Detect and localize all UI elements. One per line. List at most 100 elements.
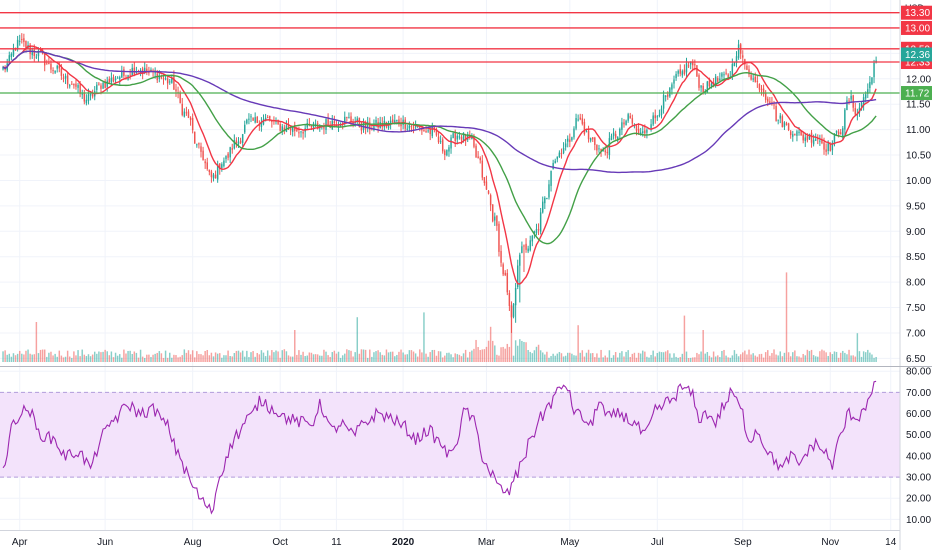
candle-body [694,64,696,66]
volume-bar [856,333,859,362]
volume-bar [494,345,496,362]
volume-bar [610,357,613,362]
volume-bar [294,330,296,362]
volume-bar [466,357,469,362]
volume-bar [683,315,686,362]
candle-body [404,119,406,129]
volume-bar [358,353,361,362]
candle-body [475,145,477,158]
volume-bar [539,350,542,362]
volume-bar [41,349,44,362]
candle-body [200,146,202,152]
candle-body [121,70,123,78]
candle-body [485,181,488,190]
volume-bar [427,356,429,362]
candle-body [594,137,596,145]
candle-body [175,89,177,92]
volume-bar [833,351,836,362]
volume-bar [335,353,338,362]
candle-body [650,124,652,129]
volume-bar [233,353,236,362]
volume-bar [404,354,406,362]
rsi-tick-label: 30.00 [906,473,931,484]
moving-averages [2,45,877,285]
candle-body [466,134,469,140]
volume-bar [229,356,231,362]
volume-bar [119,354,121,362]
volume-bar [81,349,83,362]
level-badge-text-12.33: 12.33 [905,58,930,69]
volume-bar [181,355,183,362]
volume-bar [723,349,725,362]
volume-bar [250,352,252,362]
candle-body [189,117,192,120]
price-tick-label: 11.50 [906,100,931,111]
volume-bar [660,352,663,362]
volume-bar [162,357,165,362]
volume-bar [441,357,444,362]
candle-body [429,129,431,135]
candle-body [664,95,667,97]
candle-body [60,68,63,76]
volume-bar [714,356,717,362]
candle-body [462,132,465,142]
candle-body [516,265,519,288]
volume-bar [814,356,817,362]
candle-body [521,246,523,253]
rsi-tick-label: 50.00 [906,430,931,441]
candle-body [625,120,627,126]
price-tick-label: 9.00 [906,227,926,238]
volume-bar [394,356,396,362]
volume-bar [316,354,319,362]
candle-body [764,93,767,100]
candle-body [96,84,98,90]
candle-body [398,119,400,125]
volume-bar [341,355,344,362]
candle-body [748,69,750,75]
volume-bar [746,354,748,362]
candle-body [10,53,13,57]
candle-body [498,223,500,252]
candle-body [425,130,427,132]
volume-bar [304,356,306,362]
candle-body [98,83,100,85]
candle-body [171,77,173,83]
volume-bar [35,322,38,362]
candle-body [777,119,779,121]
candle-body [769,101,771,104]
volume-bar [48,352,50,362]
volume-bar [416,356,419,362]
candle-body [658,114,661,116]
candle-body [327,119,329,125]
candle-body [56,65,58,69]
volume-bar [89,356,92,362]
candle-body [750,75,752,80]
volume-bar [156,352,158,362]
candle-body [689,61,692,65]
volume-bar [396,354,398,362]
candle-body [410,125,413,127]
volume-bar [519,339,521,362]
volume-bar [400,349,402,362]
volume-bar [731,355,734,362]
candle-body [598,148,600,150]
rsi-tick-label: 40.00 [906,451,931,462]
time-tick-label: Sep [734,537,752,548]
volume-bar [387,352,390,362]
candle-body [752,78,754,80]
candle-body [181,103,183,115]
candle-body [37,50,40,57]
volume-bar [750,354,752,362]
volume-bar [302,351,304,362]
candle-body [169,81,171,83]
volume-bar [214,352,217,362]
candle-body [873,62,875,78]
volume-bar [356,317,359,362]
candle-body [500,250,502,263]
volume-bar [260,350,263,362]
volume-bar [289,356,292,362]
candle-body [389,120,392,125]
volume-bar [769,355,771,362]
volume-bar [462,353,465,362]
